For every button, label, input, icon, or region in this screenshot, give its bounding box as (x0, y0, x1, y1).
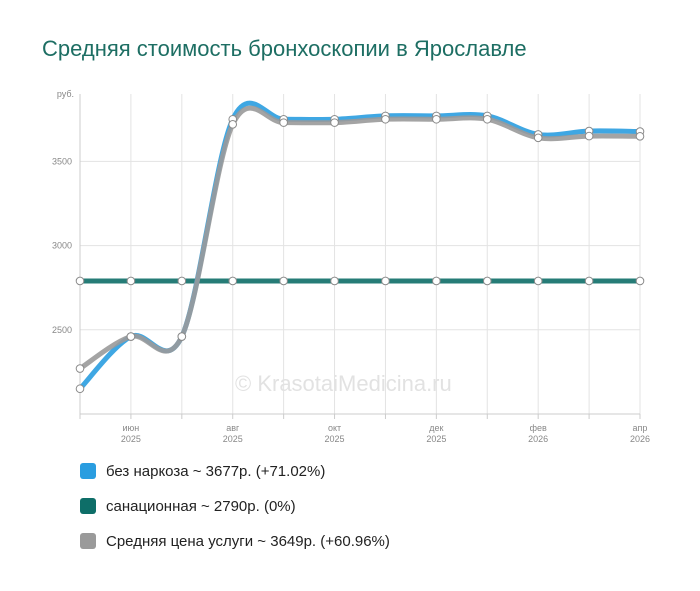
y-tick-label: 3500 (52, 156, 72, 166)
watermark: © KrasotaiMedicina.ru (235, 371, 452, 396)
data-point (279, 276, 288, 286)
x-tick-year: 2025 (121, 434, 141, 444)
legend: без наркоза ~ 3677р. (+71.02%) санационна… (80, 462, 390, 567)
legend-swatch (80, 533, 96, 549)
data-point (584, 276, 594, 286)
legend-swatch (80, 463, 96, 479)
legend-swatch (80, 498, 96, 514)
data-point (279, 118, 288, 127)
data-point (177, 332, 187, 341)
data-point (75, 364, 85, 373)
data-point (432, 114, 441, 124)
data-point (635, 276, 645, 286)
data-point (126, 332, 136, 341)
legend-item[interactable]: без наркоза ~ 3677р. (+71.02%) (80, 462, 390, 480)
x-tick-month: фев (530, 423, 547, 433)
axes (79, 94, 641, 419)
data-point (584, 131, 594, 141)
legend-item[interactable]: санационная ~ 2790р. (0%) (80, 497, 390, 515)
data-point (533, 133, 543, 143)
data-point (330, 276, 339, 286)
line-chart: 250030003500руб.июн2025авг2025окт2025дек… (52, 89, 650, 444)
x-tick-year: 2025 (325, 434, 345, 444)
legend-label: Средняя цена услуги ~ 3649р. (+60.96%) (106, 532, 390, 550)
data-point (432, 276, 441, 286)
x-tick-year: 2026 (630, 434, 650, 444)
y-tick-label: 2500 (52, 325, 72, 335)
data-point (482, 276, 492, 286)
data-point (177, 276, 187, 286)
legend-label: без наркоза ~ 3677р. (+71.02%) (106, 462, 326, 480)
data-points (75, 111, 645, 394)
chart-title: Средняя стоимость бронхоскопии в Ярослав… (42, 36, 527, 61)
data-point (75, 384, 85, 394)
data-point (381, 276, 390, 286)
legend-label: санационная ~ 2790р. (0%) (106, 497, 296, 515)
data-point (330, 118, 339, 127)
data-point (635, 131, 645, 141)
data-point (126, 276, 136, 286)
y-unit-label: руб. (57, 89, 74, 99)
grid (79, 94, 641, 414)
x-tick-year: 2025 (223, 434, 243, 444)
x-tick-month: апр (633, 423, 648, 433)
y-tick-label: 3000 (52, 241, 72, 251)
x-tick-month: авг (226, 423, 240, 433)
x-tick-month: окт (328, 423, 341, 433)
x-tick-month: дек (429, 423, 443, 433)
tick-labels: 250030003500руб.июн2025авг2025окт2025дек… (52, 89, 650, 444)
x-tick-year: 2026 (528, 434, 548, 444)
legend-item[interactable]: Средняя цена услуги ~ 3649р. (+60.96%) (80, 532, 390, 550)
data-point (228, 276, 238, 286)
data-point (228, 120, 238, 129)
data-point (482, 114, 492, 124)
data-point (381, 114, 390, 124)
x-tick-month: июн (123, 423, 140, 433)
x-tick-year: 2025 (426, 434, 446, 444)
data-point (75, 276, 85, 286)
data-point (533, 276, 543, 286)
